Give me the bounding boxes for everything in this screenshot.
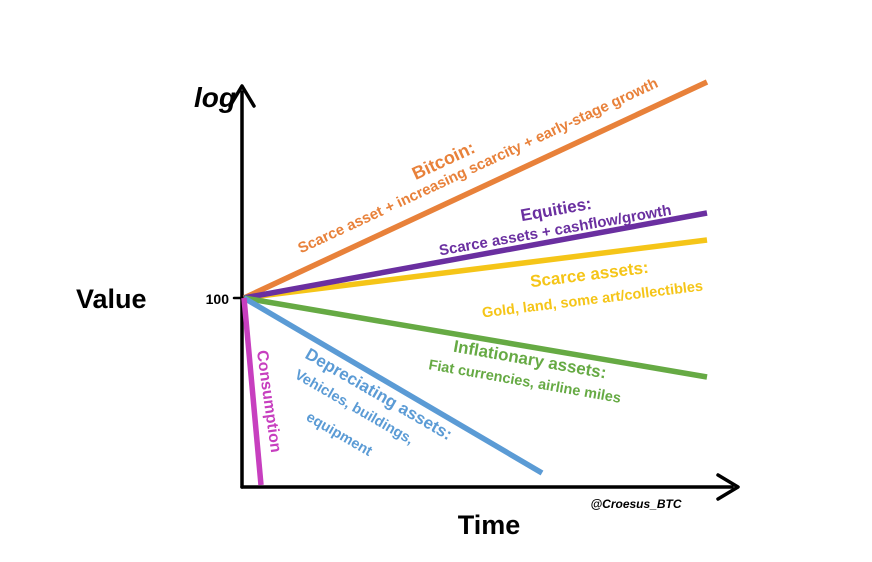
scarce-assets-description: Gold, land, some art/collectibles <box>481 279 704 322</box>
equities-line <box>243 210 708 301</box>
y-axis-arrowhead-icon <box>228 84 256 108</box>
series-lines <box>241 79 709 486</box>
y-scale-label: log <box>194 82 236 113</box>
credit-label: @Croesus_BTC <box>590 497 681 511</box>
consumption-line <box>241 297 264 486</box>
x-axis-arrowhead-icon <box>716 473 740 501</box>
depreciating-assets-line <box>242 295 544 476</box>
bitcoin-line <box>242 79 709 301</box>
axes <box>228 84 740 501</box>
scarce-assets-line <box>243 237 708 301</box>
inflationary-assets-line <box>243 295 708 380</box>
x-axis-title: Time <box>458 510 521 540</box>
origin-tick-label: 100 <box>206 291 230 307</box>
y-axis-title: Value <box>76 284 147 314</box>
